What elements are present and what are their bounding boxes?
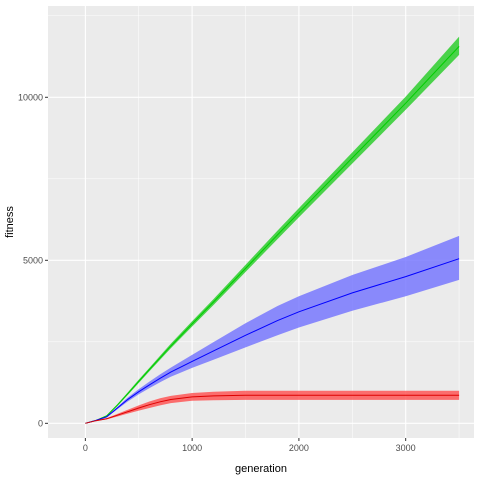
- x-axis-ticks: 0 1000 2000 3000: [83, 438, 416, 453]
- series-lines: [85, 46, 460, 424]
- y-tick-label: 10000: [18, 92, 43, 102]
- minor-gridlines: [48, 6, 474, 438]
- y-axis-ticks: 0 5000 10000: [18, 92, 48, 428]
- x-tick-label: 2000: [289, 443, 309, 453]
- x-axis-title: generation: [235, 463, 287, 475]
- x-tick-label: 0: [83, 443, 88, 453]
- x-tick-label: 3000: [396, 443, 416, 453]
- series-2-ribbon: [85, 235, 460, 424]
- major-gridlines: [48, 6, 474, 438]
- y-tick-label: 0: [38, 418, 43, 428]
- y-tick-label: 5000: [23, 255, 43, 265]
- series-2-line: [85, 258, 460, 424]
- plot-panel: [48, 6, 474, 438]
- y-axis-title: fitness: [4, 206, 16, 238]
- series-1-line: [85, 46, 460, 424]
- series-3-line: [85, 394, 460, 424]
- x-tick-label: 1000: [182, 443, 202, 453]
